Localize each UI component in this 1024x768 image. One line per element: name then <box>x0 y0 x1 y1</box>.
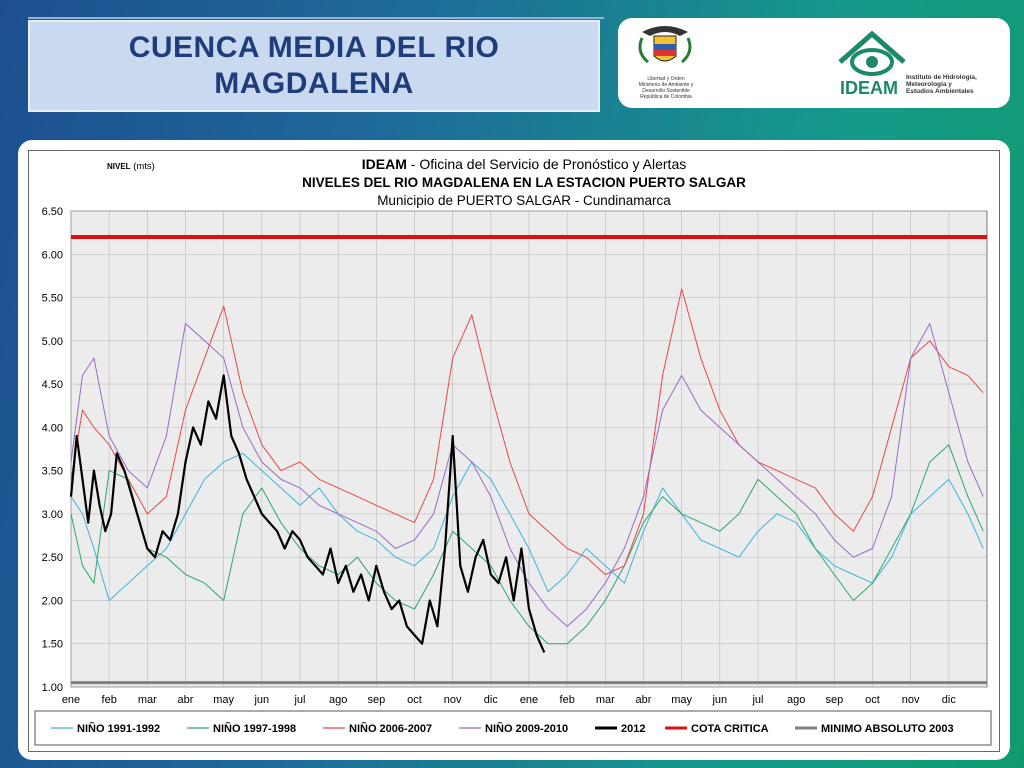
ministry-line-2: Ministerio de Ambiente y <box>638 82 694 88</box>
x-tick-label: ago <box>787 694 805 706</box>
x-tick-label: jun <box>253 694 269 706</box>
series-line-y2012 <box>69 374 546 653</box>
title-rule <box>28 17 604 19</box>
y-tick-label: 1.50 <box>42 639 63 651</box>
y-tick-label: 6.00 <box>42 249 63 261</box>
legend-label-cota: COTA CRITICA <box>691 723 769 735</box>
legend-label-n1991: NIÑO 1991-1992 <box>77 722 160 735</box>
x-tick-label: mar <box>138 694 157 706</box>
y-tick-label: 4.00 <box>42 422 63 434</box>
x-tick-label: mar <box>596 694 615 706</box>
chart-frame: 6.50 6.00 5.50 5.00 4.50 4.00 3.50 3.00 2.50 2.00… <box>28 150 1000 752</box>
x-tick-label: ene <box>62 694 80 706</box>
reference-lines <box>71 234 987 685</box>
legend: NIÑO 1991-1992 NIÑO 1997-1998 NIÑO 2006-20… <box>51 722 954 735</box>
y-tick-label: 5.50 <box>42 293 63 305</box>
legend-label-n1997: NIÑO 1997-1998 <box>213 722 296 735</box>
y-tick-label: 4.50 <box>42 379 63 391</box>
x-tick-label: oct <box>407 694 422 706</box>
x-tick-label: ene <box>520 694 538 706</box>
chart-panel: 6.50 6.00 5.50 5.00 4.50 4.00 3.50 3.00 2.50 2.00… <box>18 140 1010 760</box>
x-tick-label: feb <box>560 694 575 706</box>
legend-label-minimo: MINIMO ABSOLUTO 2003 <box>821 723 954 735</box>
x-tick-label: jul <box>751 694 763 706</box>
x-tick-label: jul <box>293 694 305 706</box>
ideam-sub-line-1: Instituto de Hidrología, <box>906 74 977 81</box>
y-tick-label: 6.50 <box>42 206 63 218</box>
legend-label-n2009: NIÑO 2009-2010 <box>485 722 568 735</box>
slide-title: CUENCA MEDIA DEL RIO MAGDALENA <box>128 31 500 100</box>
ideam-sub-line-3: Estudios Ambientales <box>906 88 974 95</box>
ministry-line-4: República de Colombia <box>640 94 692 100</box>
series-line-n1991 <box>70 452 984 601</box>
y-tick-label: 3.50 <box>42 466 63 478</box>
grid <box>70 210 988 688</box>
x-tick-label: sep <box>825 694 843 706</box>
x-tick-label: abr <box>636 694 652 706</box>
x-tick-label: nov <box>444 694 462 706</box>
series-line-n1997 <box>70 444 984 645</box>
y-tick-label: 1.00 <box>42 682 63 694</box>
logo-box: Libertad y Orden Ministerio de Ambiente … <box>618 18 1010 108</box>
ministry-text: Libertad y Orden Ministerio de Ambiente … <box>624 76 708 100</box>
series-lines <box>69 288 984 653</box>
ministry-line-1: Libertad y Orden <box>647 76 685 82</box>
chart-subtitle-location: Municipio de PUERTO SALGAR - Cundinamarc… <box>377 193 671 208</box>
y-axis-label: NIVEL (mts) <box>107 161 155 172</box>
y-tick-label: 5.00 <box>42 336 63 348</box>
x-tick-label: oct <box>865 694 880 706</box>
x-tick-label: may <box>671 694 692 706</box>
water-level-chart: 6.50 6.00 5.50 5.00 4.50 4.00 3.50 3.00 2.50 2.00… <box>34 156 992 746</box>
x-tick-label: jun <box>711 694 727 706</box>
x-tick-label: dic <box>484 694 499 706</box>
x-tick-label: dic <box>942 694 957 706</box>
x-tick-label: may <box>213 694 234 706</box>
chart-title: IDEAM - Oficina del Servicio de Pronósti… <box>362 156 686 172</box>
legend-label-n2006: NIÑO 2006-2007 <box>349 722 432 735</box>
ideam-name: IDEAM <box>840 78 898 98</box>
x-tick-label: feb <box>102 694 117 706</box>
series-line-n2006 <box>70 288 984 575</box>
colombia-coat-of-arms-icon <box>638 26 692 64</box>
title-box: CUENCA MEDIA DEL RIO MAGDALENA <box>28 20 600 112</box>
y-tick-label: 3.00 <box>42 509 63 521</box>
y-tick-label: 2.50 <box>42 552 63 564</box>
x-tick-label: abr <box>178 694 194 706</box>
ideam-eye-icon <box>838 30 906 76</box>
ideam-subtitle: Instituto de Hidrología, Meteorología y … <box>906 74 1002 95</box>
x-tick-label: ago <box>329 694 347 706</box>
y-tick-label: 2.00 <box>42 595 63 607</box>
ministry-line-3: Desarrollo Sostenible <box>642 88 690 94</box>
ideam-sub-line-2: Meteorología y <box>906 81 952 88</box>
axes: 6.50 6.00 5.50 5.00 4.50 4.00 3.50 3.00 2.50 2.00… <box>42 206 957 706</box>
x-tick-label: sep <box>367 694 385 706</box>
x-tick-label: nov <box>902 694 920 706</box>
legend-label-y2012: 2012 <box>621 723 645 735</box>
chart-subtitle: NIVELES DEL RIO MAGDALENA EN LA ESTACION… <box>302 175 746 190</box>
